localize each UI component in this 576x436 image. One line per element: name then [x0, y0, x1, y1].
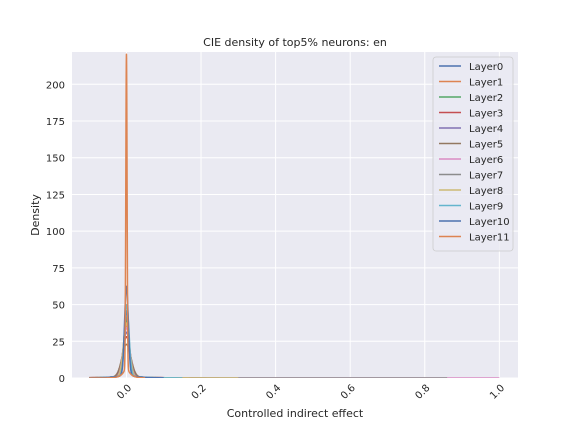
legend-label: Layer8	[469, 186, 503, 197]
legend-label: Layer0	[469, 62, 503, 73]
y-axis-label: Density	[29, 194, 42, 236]
legend-item: Layer10	[439, 217, 510, 228]
legend-item: Layer7	[439, 171, 503, 182]
series-line-layer11	[89, 53, 146, 378]
legend-label: Layer2	[469, 93, 503, 104]
y-tick-label: 50	[52, 301, 65, 312]
legend: Layer0 Layer1 Layer2 Layer3 Layer4 Layer5 Laye…	[432, 56, 514, 252]
legend-item: Layer2	[439, 93, 503, 104]
legend-item: Layer11	[439, 233, 510, 244]
legend-label: Layer5	[469, 140, 503, 151]
legend-label: Layer1	[469, 78, 503, 89]
y-tick-label: 100	[46, 227, 65, 238]
density-curves	[89, 53, 500, 378]
legend-item: Layer8	[439, 186, 503, 197]
legend-label: Layer3	[469, 109, 503, 120]
y-tick-label: 75	[52, 264, 65, 275]
legend-label: Layer10	[469, 217, 510, 228]
legend-item: Layer6	[439, 155, 503, 166]
y-tick-label: 125	[46, 190, 65, 201]
legend-label: Layer11	[469, 233, 510, 244]
legend-item: Layer0	[439, 62, 503, 73]
legend-item: Layer5	[439, 140, 503, 151]
legend-item: Layer3	[439, 109, 503, 120]
y-tick-label: 25	[52, 337, 65, 348]
legend-label: Layer9	[469, 202, 503, 213]
x-axis-label: Controlled indirect effect	[227, 407, 364, 420]
legend-label: Layer4	[469, 124, 503, 135]
y-tick-label: 0	[59, 374, 65, 385]
chart-title: CIE density of top5% neurons: en	[203, 36, 387, 49]
y-tick-label: 175	[46, 117, 65, 128]
legend-item: Layer9	[439, 202, 503, 213]
y-tick-label: 200	[46, 80, 65, 91]
y-tick-labels: 0 25 50 75 100 125 150 175 200	[46, 80, 65, 385]
legend-label: Layer7	[469, 171, 503, 182]
legend-item: Layer4	[439, 124, 503, 135]
legend-box	[432, 56, 514, 252]
legend-label: Layer6	[469, 155, 503, 166]
legend-item: Layer1	[439, 78, 503, 89]
y-tick-label: 150	[46, 154, 65, 165]
